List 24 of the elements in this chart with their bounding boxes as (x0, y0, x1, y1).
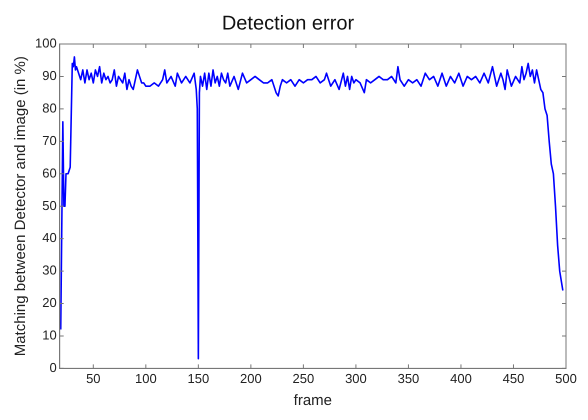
y-tick-label: 10 (42, 328, 57, 343)
y-tick-label: 20 (42, 295, 57, 310)
y-tick-label: 60 (42, 165, 57, 180)
x-tick-label: 500 (555, 370, 577, 386)
x-tick-label: 150 (187, 370, 210, 386)
x-tick-label: 50 (86, 370, 101, 386)
x-tick-label: 300 (345, 370, 367, 386)
y-tick-label: 80 (42, 100, 57, 116)
y-axis-title: Matching between Detector and image (in %) (12, 56, 30, 356)
x-tick-label: 250 (292, 370, 314, 386)
x-tick-label: 350 (398, 370, 420, 386)
chart-title: Detection error (222, 12, 354, 35)
y-tick-label: 30 (42, 262, 57, 278)
y-tick-label: 0 (49, 360, 57, 375)
x-tick-label: 100 (134, 370, 157, 386)
y-tick-label: 100 (34, 36, 57, 51)
y-tick-label: 70 (42, 132, 57, 148)
x-axis-title: frame (294, 392, 332, 410)
y-tick-label: 90 (42, 68, 57, 84)
x-tick-label: 450 (502, 370, 524, 386)
x-tick-label: 400 (450, 370, 472, 386)
y-tick-label: 40 (42, 230, 57, 246)
y-tick-label: 50 (42, 198, 57, 213)
x-tick-label: 200 (240, 370, 262, 386)
